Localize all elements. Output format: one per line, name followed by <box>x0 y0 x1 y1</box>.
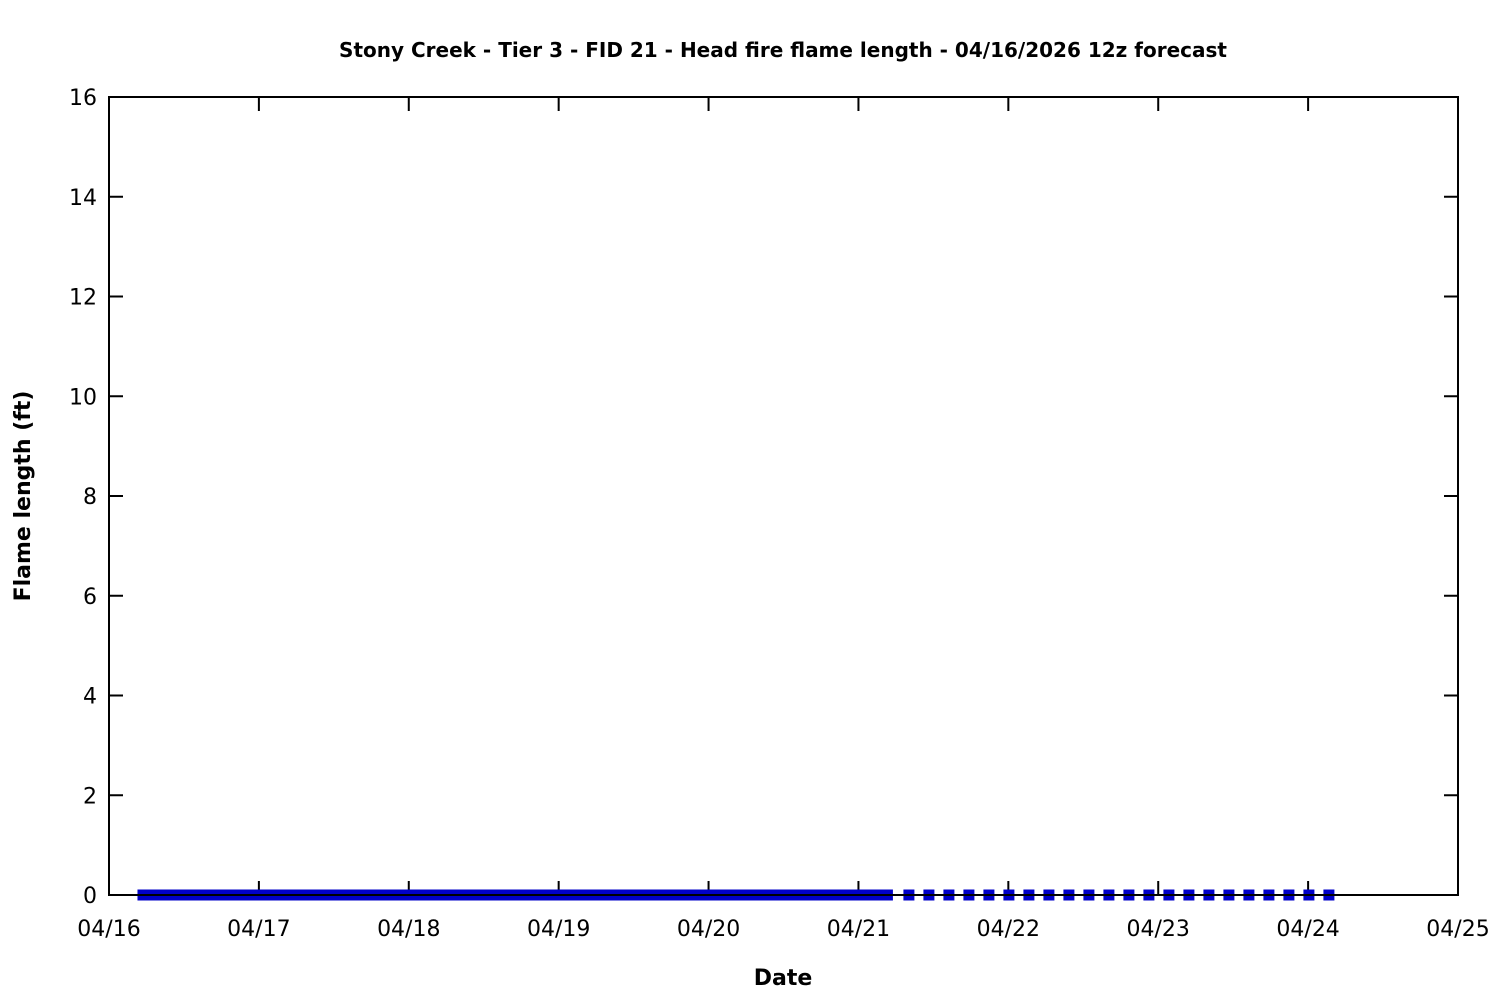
y-tick-label: 14 <box>69 186 97 211</box>
x-tick-label: 04/24 <box>1276 917 1339 942</box>
y-tick-label: 8 <box>83 485 97 510</box>
x-axis-label: Date <box>754 966 813 991</box>
x-tick-label: 04/17 <box>227 917 290 942</box>
plot-border <box>108 96 1459 896</box>
y-tick-label: 6 <box>83 585 97 610</box>
x-tick-label: 04/22 <box>977 917 1040 942</box>
x-tick-label: 04/23 <box>1127 917 1190 942</box>
y-axis-label: Flame length (ft) <box>11 391 36 602</box>
x-tick-label: 04/19 <box>527 917 590 942</box>
y-tick-label: 10 <box>69 385 97 410</box>
axis-ticks <box>108 96 1459 896</box>
x-tick-label: 04/18 <box>377 917 440 942</box>
x-tick-label: 04/16 <box>77 917 140 942</box>
y-tick-label: 4 <box>83 685 97 710</box>
chart-title: Stony Creek - Tier 3 - FID 21 - Head fir… <box>339 38 1227 62</box>
x-tick-label: 04/25 <box>1426 917 1489 942</box>
y-tick-label: 12 <box>69 286 97 311</box>
y-tick-label: 2 <box>83 784 97 809</box>
x-tick-label: 04/21 <box>827 917 890 942</box>
axis-tick-labels: 04/16 04/17 04/18 04/19 04/20 04/21 04/22 04/23… <box>69 86 1490 942</box>
x-tick-label: 04/20 <box>677 917 740 942</box>
y-tick-label: 0 <box>83 884 97 909</box>
y-tick-label: 16 <box>69 86 97 111</box>
